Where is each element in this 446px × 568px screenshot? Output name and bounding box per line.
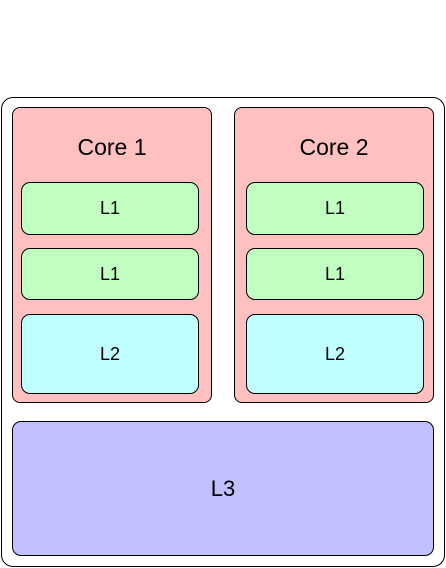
core-1: Core 1 L1 L1 L2 <box>12 107 212 403</box>
core-1-l1-cache-b: L1 <box>21 248 199 300</box>
core-2-l1-cache-a: L1 <box>246 182 424 235</box>
core-2-title: Core 2 <box>299 134 369 160</box>
core-1-title: Core 1 <box>77 134 147 160</box>
l3-shared-cache: L3 <box>12 421 434 556</box>
core-1-l1-cache-a: L1 <box>21 182 199 235</box>
core-2-l1-cache-b: L1 <box>246 248 424 300</box>
core-2: Core 2 L1 L1 L2 <box>234 107 434 403</box>
core-2-l2-cache: L2 <box>246 314 424 394</box>
core-1-l2-cache: L2 <box>21 314 199 394</box>
